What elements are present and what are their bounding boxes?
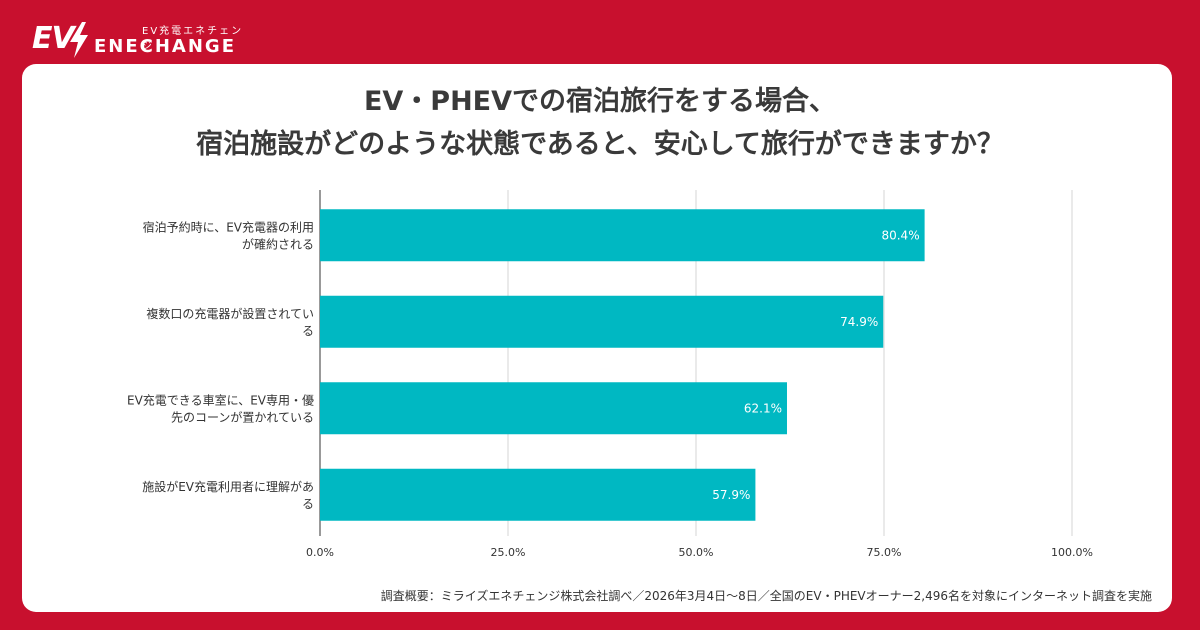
category-label: 複数口の充電器が設置されてい [146, 306, 314, 321]
category-label: 宿泊予約時に、EV充電器の利用 [143, 219, 314, 234]
logo-tagline: EV充電エネチェンジ [142, 26, 244, 52]
category-label: る [302, 324, 314, 338]
brand-logo: EV EV充電エネチェンジ ENECHANGE [32, 10, 252, 60]
survey-footnote: 調査概要：ミライズエネチェンジ株式会社調べ／2026年3月4日〜8日／全国のEV… [380, 589, 1152, 603]
lightning-bolt-icon [70, 22, 88, 58]
category-label: EV充電できる車室に、EV専用・優 [127, 392, 314, 407]
x-tick-label: 75.0% [867, 546, 902, 559]
bar [320, 209, 925, 262]
bar [320, 468, 756, 521]
chart-title-line-1: EV・PHEVでの宿泊旅行をする場合、 [363, 86, 837, 117]
bar-data-label: 74.9% [840, 315, 878, 329]
category-label: 先のコーンが置かれている [171, 409, 314, 424]
chart-title: EV・PHEVでの宿泊旅行をする場合、 宿泊施設がどのような状態であると、安心し… [0, 80, 1200, 166]
category-label: が確約される [242, 236, 314, 251]
x-tick-label: 50.0% [679, 546, 714, 559]
category-label: 施設がEV充電利用者に理解があ [142, 479, 314, 494]
category-label: る [302, 497, 314, 511]
bar [320, 295, 884, 348]
bar-data-label: 80.4% [881, 228, 919, 242]
x-tick-label: 0.0% [306, 546, 334, 559]
x-tick-label: 100.0% [1051, 546, 1093, 559]
logo-ev-mark: EV [32, 21, 75, 56]
bar [320, 382, 787, 435]
x-tick-label: 25.0% [491, 546, 526, 559]
bar-data-label: 57.9% [712, 488, 750, 502]
bar-data-label: 62.1% [744, 401, 782, 415]
logo-name: ENECHANGE [94, 36, 236, 57]
chart-title-line-2: 宿泊施設がどのような状態であると、安心して旅行ができますか？ [196, 129, 1004, 160]
